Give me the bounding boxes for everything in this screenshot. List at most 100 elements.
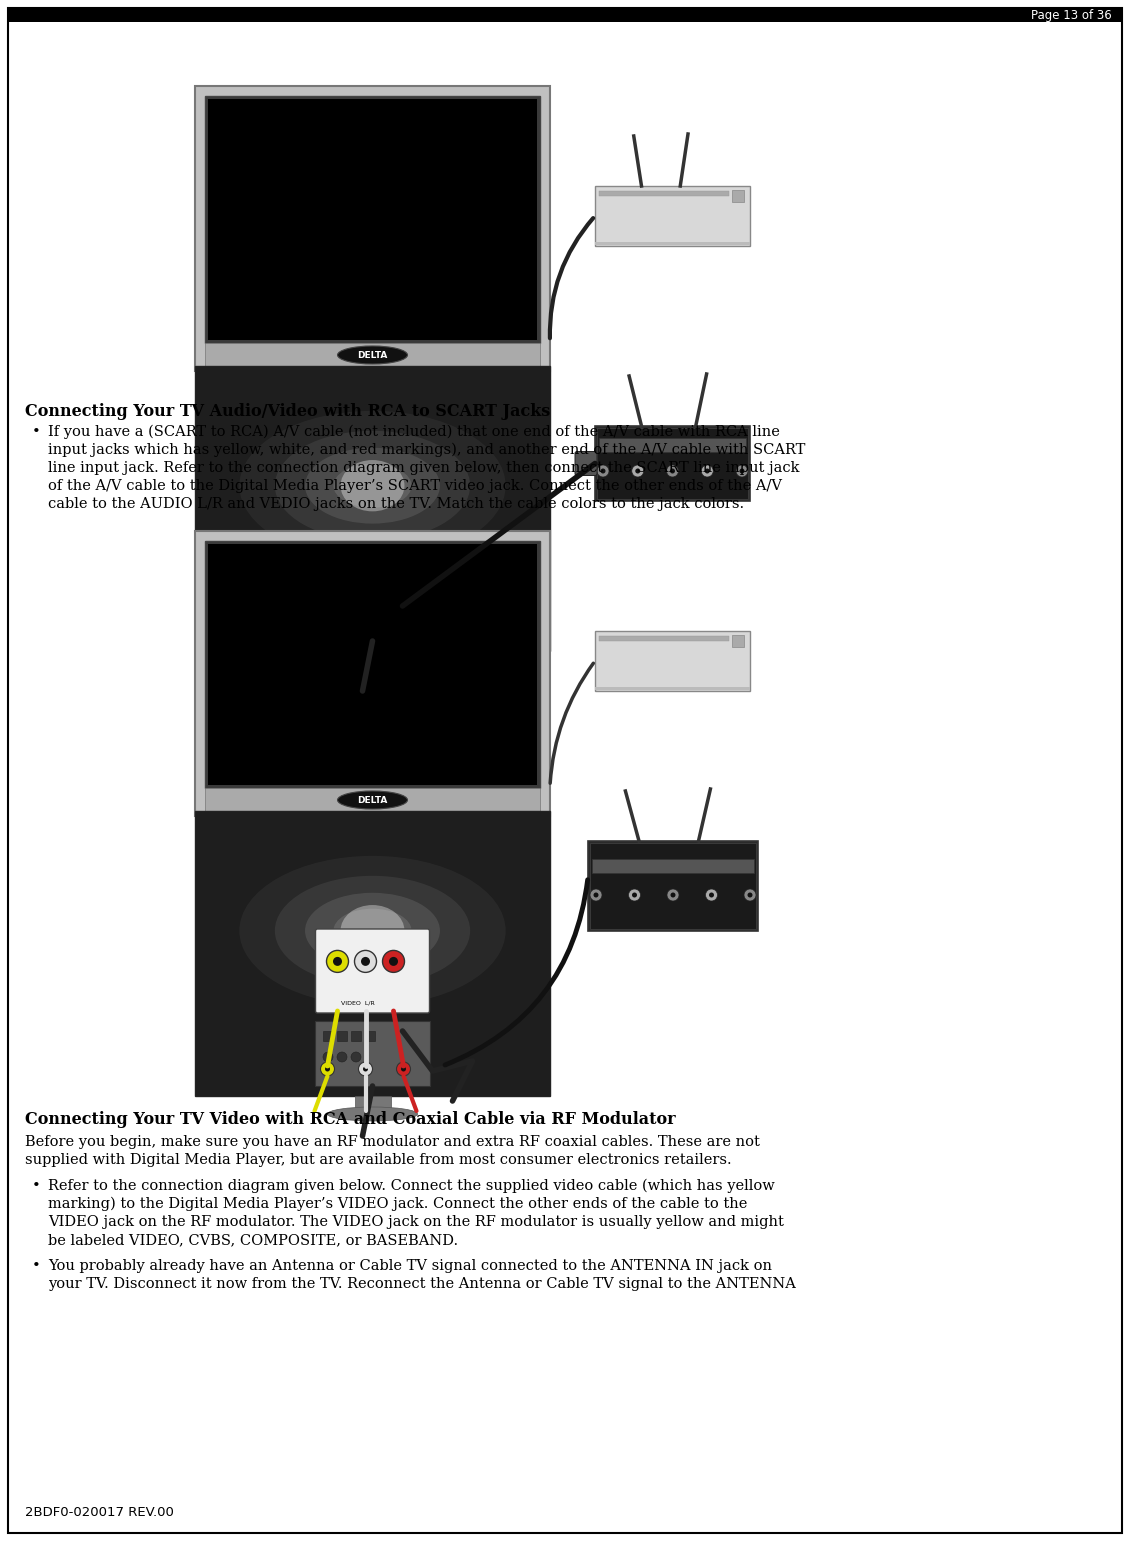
Bar xyxy=(195,86,550,371)
Bar xyxy=(355,1096,391,1114)
Circle shape xyxy=(667,465,678,478)
FancyBboxPatch shape xyxy=(575,452,597,476)
Circle shape xyxy=(337,607,347,616)
Ellipse shape xyxy=(240,855,505,1006)
Circle shape xyxy=(323,607,333,616)
Bar xyxy=(358,371,386,385)
Text: input jacks which has yellow, white, and red markings), and another end of the A: input jacks which has yellow, white, and… xyxy=(47,442,806,458)
Bar xyxy=(195,811,550,1096)
Circle shape xyxy=(337,1053,347,1062)
Text: Connecting Your TV Video with RCA and Coaxial Cable via RF Modulator: Connecting Your TV Video with RCA and Co… xyxy=(25,1111,676,1128)
Circle shape xyxy=(748,892,753,897)
Text: cable to the AUDIO L/R and VEDIO jacks on the TV. Match the cable colors to the : cable to the AUDIO L/R and VEDIO jacks o… xyxy=(47,498,745,512)
Bar xyxy=(596,242,750,245)
Circle shape xyxy=(355,951,376,972)
Text: •: • xyxy=(32,1259,41,1273)
Bar xyxy=(596,687,750,690)
Bar xyxy=(365,586,375,596)
Bar xyxy=(205,787,540,812)
Bar xyxy=(358,817,386,831)
Circle shape xyxy=(709,892,714,897)
Circle shape xyxy=(382,951,405,972)
Bar xyxy=(592,858,754,872)
Bar xyxy=(205,541,540,787)
Circle shape xyxy=(736,465,748,478)
Bar xyxy=(208,99,537,341)
Text: your TV. Disconnect it now from the TV. Reconnect the Antenna or Cable TV signal: your TV. Disconnect it now from the TV. … xyxy=(47,1277,796,1291)
Text: Before you begin, make sure you have an RF modulator and extra RF coaxial cables: Before you begin, make sure you have an … xyxy=(25,1136,759,1150)
Circle shape xyxy=(325,1066,330,1071)
Bar xyxy=(315,1022,431,1086)
Bar xyxy=(205,96,540,344)
Circle shape xyxy=(333,957,342,966)
Text: of the A/V cable to the Digital Media Player’s SCART video jack. Connect the oth: of the A/V cable to the Digital Media Pl… xyxy=(47,479,782,493)
Ellipse shape xyxy=(340,461,405,512)
Bar xyxy=(351,586,360,596)
Circle shape xyxy=(358,1062,373,1076)
Text: marking) to the Digital Media Player’s VIDEO jack. Connect the other ends of the: marking) to the Digital Media Player’s V… xyxy=(47,1197,747,1211)
Circle shape xyxy=(670,892,676,897)
Bar xyxy=(596,186,750,247)
Circle shape xyxy=(593,892,599,897)
Circle shape xyxy=(590,889,602,901)
Bar xyxy=(315,576,431,641)
Circle shape xyxy=(363,1066,368,1071)
Circle shape xyxy=(705,468,710,473)
Circle shape xyxy=(389,957,398,966)
Circle shape xyxy=(351,1053,360,1062)
Bar xyxy=(599,636,729,641)
Ellipse shape xyxy=(305,448,440,524)
Bar xyxy=(208,544,537,784)
Text: be labeled VIDEO, CVBS, COMPOSITE, or BASEBAND.: be labeled VIDEO, CVBS, COMPOSITE, or BA… xyxy=(47,1233,458,1247)
Circle shape xyxy=(351,607,360,616)
Text: supplied with Digital Media Player, but are available from most consumer electro: supplied with Digital Media Player, but … xyxy=(25,1153,731,1167)
Text: •: • xyxy=(32,1179,41,1193)
Ellipse shape xyxy=(338,791,408,809)
Text: If you have a (SCART to RCA) A/V cable (not included) that one end of the A/V ca: If you have a (SCART to RCA) A/V cable (… xyxy=(47,425,780,439)
Circle shape xyxy=(397,1062,410,1076)
Bar xyxy=(337,1031,347,1042)
Circle shape xyxy=(632,892,637,897)
Text: You probably already have an Antenna or Cable TV signal connected to the ANTENNA: You probably already have an Antenna or … xyxy=(47,1259,772,1273)
Text: Page 13 of 36: Page 13 of 36 xyxy=(1032,9,1112,22)
Bar xyxy=(599,191,729,196)
Circle shape xyxy=(323,1053,333,1062)
Circle shape xyxy=(670,468,675,473)
Text: DELTA: DELTA xyxy=(357,350,388,359)
Circle shape xyxy=(667,889,679,901)
Circle shape xyxy=(705,889,718,901)
Circle shape xyxy=(597,465,609,478)
Ellipse shape xyxy=(275,431,470,541)
Text: •: • xyxy=(32,425,41,439)
Bar xyxy=(596,425,750,501)
Bar xyxy=(8,8,1122,22)
Ellipse shape xyxy=(328,663,417,676)
Ellipse shape xyxy=(338,347,408,364)
Circle shape xyxy=(739,468,745,473)
Ellipse shape xyxy=(305,892,440,969)
Bar xyxy=(323,1031,333,1042)
Bar xyxy=(323,586,333,596)
Circle shape xyxy=(327,951,348,972)
Circle shape xyxy=(632,465,644,478)
Circle shape xyxy=(635,468,641,473)
Circle shape xyxy=(321,1062,334,1076)
Bar xyxy=(205,344,540,367)
Ellipse shape xyxy=(340,905,405,957)
Bar xyxy=(355,650,391,669)
Bar xyxy=(588,841,758,931)
Bar xyxy=(599,438,746,452)
Text: VIDEO  L/R: VIDEO L/R xyxy=(340,1000,374,1005)
Ellipse shape xyxy=(328,823,417,837)
Circle shape xyxy=(628,889,641,901)
Ellipse shape xyxy=(333,909,411,952)
Bar xyxy=(597,428,748,499)
Bar xyxy=(351,1031,360,1042)
Ellipse shape xyxy=(275,875,470,986)
Bar xyxy=(590,843,756,929)
Text: Connecting Your TV Audio/Video with RCA to SCART Jacks: Connecting Your TV Audio/Video with RCA … xyxy=(25,404,550,421)
Ellipse shape xyxy=(240,411,505,561)
Bar xyxy=(365,1031,375,1042)
Bar xyxy=(195,532,550,817)
Bar xyxy=(596,630,750,690)
